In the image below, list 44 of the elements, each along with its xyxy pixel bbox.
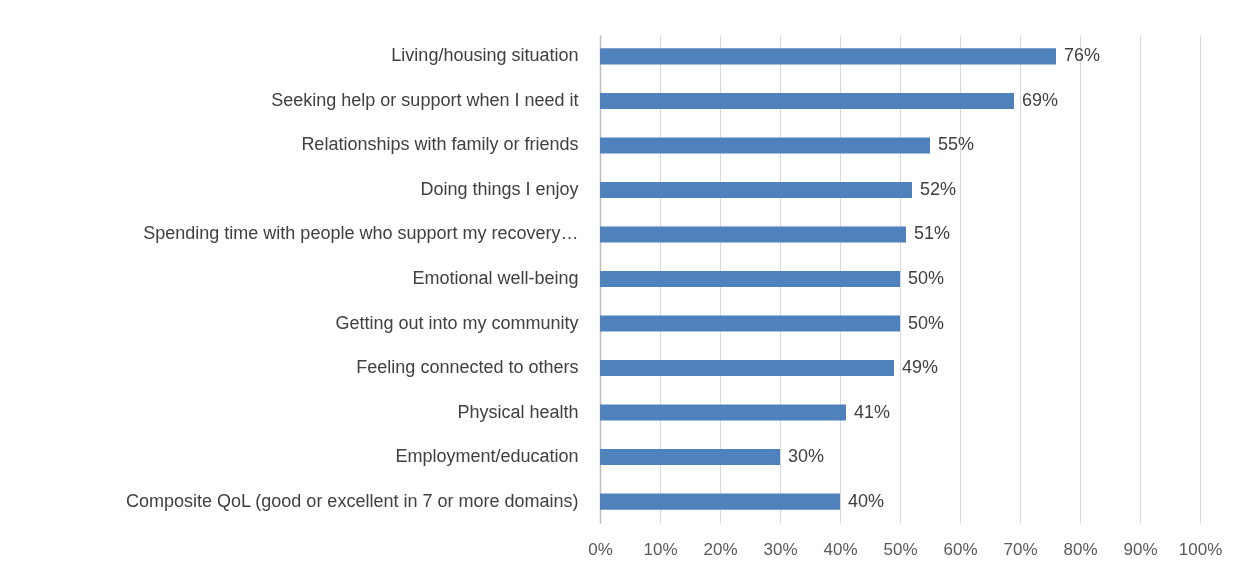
y-tick-label: Spending time with people who support my recovery…: [143, 223, 579, 244]
y-tick-label: Doing things I enjoy: [420, 178, 579, 199]
data-label: 50%: [908, 312, 945, 333]
x-tick-label: 100%: [1178, 539, 1223, 559]
y-tick-label: Living/housing situation: [391, 45, 579, 66]
x-tick-label: 90%: [1123, 539, 1158, 559]
y-tick-label: Emotional well-being: [412, 268, 579, 288]
bar: [600, 48, 1056, 65]
bar: [600, 360, 894, 377]
x-tick-label: 70%: [1003, 539, 1038, 559]
x-tick-label: 60%: [943, 539, 978, 559]
data-label: 41%: [854, 401, 891, 422]
bar: [600, 404, 846, 421]
data-label: 30%: [788, 446, 825, 467]
y-tick-label: Physical health: [457, 401, 579, 422]
data-label: 40%: [848, 490, 885, 511]
x-tick-label: 0%: [588, 539, 613, 559]
data-label: 49%: [902, 357, 939, 378]
bar: [600, 493, 840, 510]
x-tick-label: 80%: [1063, 539, 1098, 559]
y-tick-label: Relationships with family or friends: [301, 134, 579, 155]
data-label: 76%: [1064, 45, 1101, 66]
bar: [600, 315, 900, 332]
y-tick-label: Feeling connected to others: [356, 357, 579, 378]
y-tick-label: Seeking help or support when I need it: [271, 89, 579, 110]
x-tick-label: 10%: [643, 539, 678, 559]
y-tick-label: Employment/education: [395, 446, 579, 467]
data-label: 50%: [908, 268, 945, 288]
data-label: 69%: [1022, 89, 1059, 110]
y-tick-label: Getting out into my community: [335, 312, 579, 333]
bar: [600, 449, 780, 466]
bar: [600, 270, 900, 288]
bar: [600, 226, 906, 243]
data-label: 52%: [920, 178, 957, 199]
x-tick-label: 30%: [763, 539, 798, 559]
x-tick-label: 50%: [883, 539, 918, 559]
bar: [600, 92, 1014, 109]
x-tick-label: 20%: [703, 539, 738, 559]
bar: [600, 181, 912, 198]
bar: [600, 137, 930, 154]
y-tick-label: Composite QoL (good or excellent in 7 or more domains): [125, 490, 579, 511]
data-label: 51%: [914, 223, 951, 244]
x-tick-label: 40%: [823, 539, 858, 559]
data-label: 55%: [938, 134, 975, 155]
